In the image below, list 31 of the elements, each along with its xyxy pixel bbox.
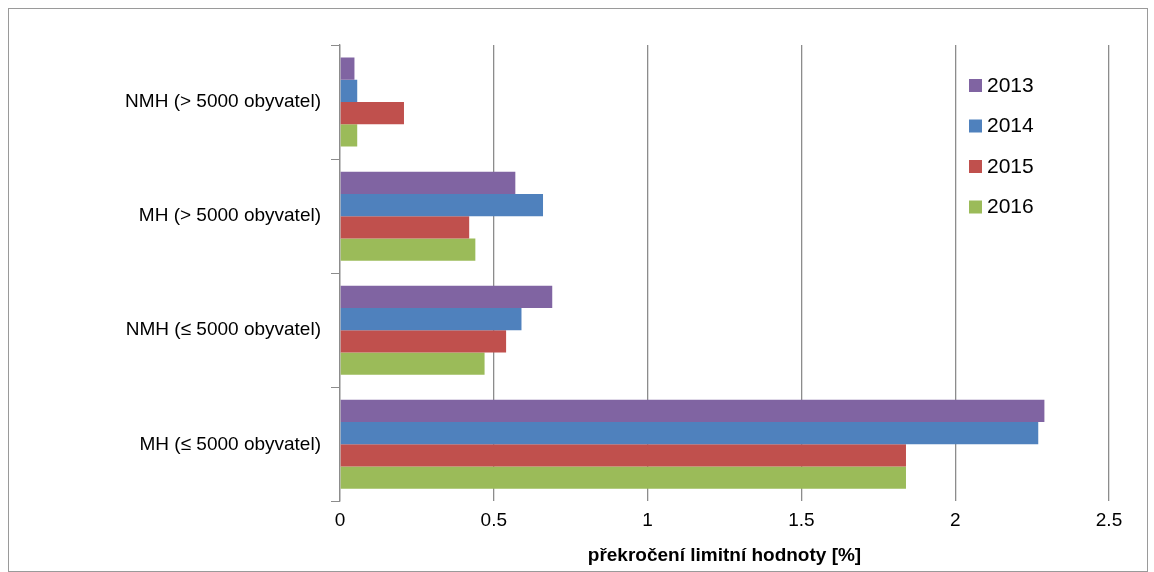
bar: [340, 79, 358, 103]
bar: [340, 466, 906, 489]
x-tick-label: 0: [334, 509, 346, 531]
bar: [340, 444, 906, 467]
x-tick-label: 2: [949, 509, 961, 531]
bar: [340, 171, 516, 194]
bar: [340, 352, 485, 375]
y-tick-label: MH (≤ 5000 obyvatel): [139, 432, 321, 454]
bar: [340, 57, 355, 80]
y-tick-label: MH (> 5000 obyvatel): [138, 204, 321, 226]
x-tick-label: 2.5: [1095, 509, 1123, 531]
legend-label: 2016: [987, 194, 1034, 218]
bar: [340, 193, 544, 217]
bar: [340, 102, 404, 125]
legend-label: 2015: [987, 153, 1034, 177]
bar: [340, 285, 553, 308]
x-tick-label: 1.5: [788, 509, 815, 531]
bar: [340, 422, 1039, 445]
y-tick-label: NMH (> 5000 obyvatel): [125, 90, 321, 112]
bar: [340, 216, 470, 239]
bar: [340, 330, 507, 353]
x-axis-title: překročení limitní hodnoty [%]: [587, 543, 862, 565]
bar: [340, 399, 1045, 423]
bar: [340, 124, 358, 147]
bar: [340, 238, 476, 261]
legend-label: 2013: [987, 72, 1034, 96]
x-tick-label: 1: [642, 509, 653, 531]
legend-label: 2014: [987, 113, 1035, 137]
bar: [340, 308, 522, 331]
x-tick-label: 0.5: [480, 509, 508, 531]
y-tick-label: NMH (≤ 5000 obyvatel): [125, 318, 321, 340]
